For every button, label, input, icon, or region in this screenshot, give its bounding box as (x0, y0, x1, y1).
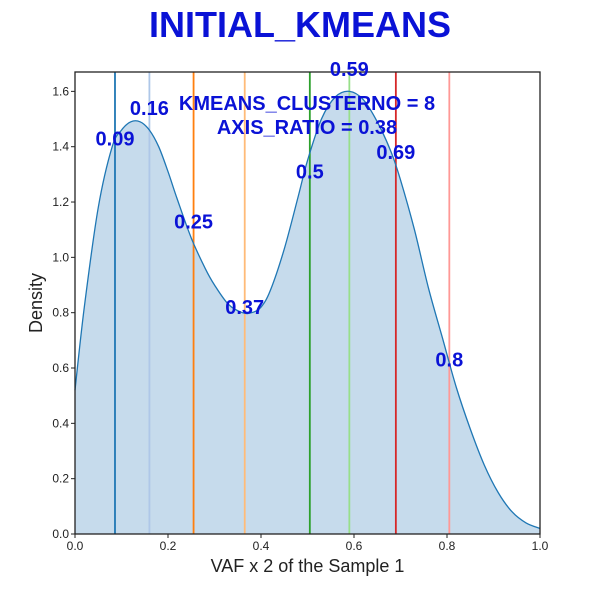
density-area (75, 91, 540, 535)
cluster-annotation-6: 0.59 (330, 59, 369, 81)
chart-title: INITIAL_KMEANS (148, 4, 451, 45)
y-tick-label: 0.8 (52, 306, 69, 320)
y-tick-label: 1.2 (52, 195, 69, 209)
x-tick-label: 0.2 (160, 539, 177, 553)
y-tick-label: 1.4 (52, 140, 69, 154)
cluster-annotation-3: 0.25 (174, 211, 213, 233)
cluster-annotation-2: 0.16 (130, 98, 169, 120)
cluster-annotation-5: 0.5 (296, 162, 324, 184)
y-tick-label: 1.6 (52, 84, 69, 98)
cluster-annotation-8: 0.8 (435, 350, 463, 372)
cluster-annotation-7: 0.69 (376, 142, 415, 164)
plot-frame (74, 71, 541, 535)
cluster-annotation-1: 0.09 (96, 128, 135, 150)
density-line (74, 90, 541, 530)
x-tick-label: 1.0 (532, 539, 549, 553)
y-tick-label: 0.4 (52, 416, 69, 430)
cluster-annotation-4: 0.37 (225, 297, 264, 319)
x-tick-label: 0.6 (346, 539, 363, 553)
info-text-2: AXIS_RATIO = 0.38 (217, 117, 397, 139)
x-axis-label: VAF x 2 of the Sample 1 (211, 556, 405, 576)
y-tick-label: 0.6 (52, 361, 69, 375)
y-tick-label: 1.0 (52, 250, 69, 264)
y-axis-label: Density (26, 273, 46, 333)
x-tick-label: 0.4 (253, 539, 270, 553)
x-tick-label: 0.0 (67, 539, 84, 553)
x-tick-label: 0.8 (439, 539, 456, 553)
y-tick-label: 0.2 (52, 472, 69, 486)
info-text-1: KMEANS_CLUSTERNO = 8 (179, 93, 435, 115)
y-tick-label: 0.0 (52, 527, 69, 541)
